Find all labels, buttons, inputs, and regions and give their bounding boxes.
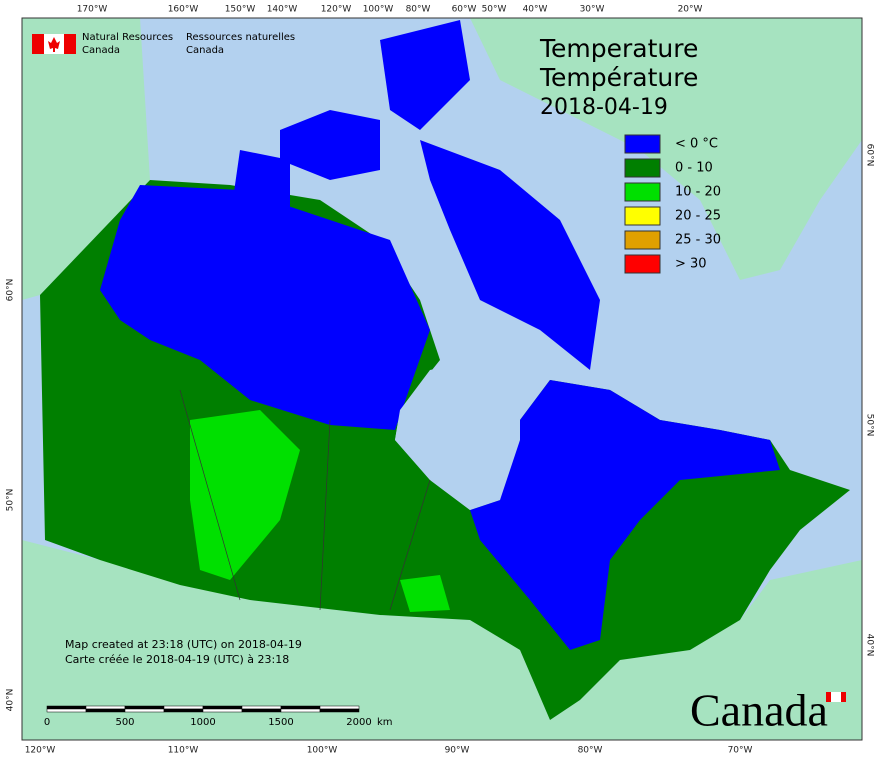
longitude-label: 40°W [523, 5, 548, 15]
scale-label: 500 [115, 717, 134, 728]
longitude-label: 170°W [77, 5, 108, 15]
logo-text: Natural Resources [82, 32, 173, 43]
credit: Carte créée le 2018-04-19 (UTC) à 23:18 [65, 653, 289, 666]
legend-label: < 0 °C [675, 137, 718, 152]
title: Température [539, 63, 698, 92]
longitude-label: 100°W [363, 5, 394, 15]
longitude-label: 100°W [307, 746, 338, 756]
longitude-label: 160°W [168, 5, 199, 15]
scale-label: 0 [44, 717, 50, 728]
legend-swatch [624, 206, 661, 226]
longitude-label: 110°W [168, 746, 199, 756]
logo-text: Canada [186, 45, 224, 56]
nrcan-logo: Natural Resources Canada Ressources natu… [32, 32, 295, 56]
longitude-label: 120°W [321, 5, 352, 15]
land-10-20 [190, 410, 300, 580]
scale-segment [241, 708, 282, 713]
logo-text: Ressources naturelles [186, 32, 295, 43]
date: 2018-04-19 [540, 95, 668, 120]
longitude-label: 150°W [225, 5, 256, 15]
longitude-label: 80°W [406, 5, 431, 15]
longitude-label: 50°W [482, 5, 507, 15]
longitude-label: 80°W [578, 746, 603, 756]
island [420, 140, 600, 370]
legend-label: 0 - 10 [675, 161, 713, 176]
scale-segment [280, 708, 321, 713]
frame [21, 17, 863, 741]
united-states [22, 540, 862, 740]
longitude-label: 70°W [728, 746, 753, 756]
flag-bar [32, 34, 44, 54]
neighbours [22, 18, 862, 740]
scale-label: 1500 [268, 717, 293, 728]
canada-wordmark: Canada [690, 685, 828, 736]
maple-leaf [48, 37, 60, 52]
alaska [22, 18, 150, 300]
legend-label: 25 - 30 [675, 233, 721, 248]
scale-segment [202, 705, 243, 710]
canada [40, 20, 850, 720]
wordmark: Canada [690, 685, 846, 736]
latitude-label: 50°N [6, 489, 16, 512]
scale-segment [85, 708, 126, 713]
scale-segment [163, 708, 204, 713]
scale-segment [85, 705, 126, 710]
title: Temperature [539, 34, 698, 63]
island [380, 20, 470, 130]
scale-segment [124, 705, 165, 710]
scale-label: 1000 [190, 717, 215, 728]
scale-segment [241, 705, 282, 710]
credit: Map created at 23:18 (UTC) on 2018-04-19 [65, 638, 302, 651]
latitude-label: 50°N [865, 414, 875, 437]
land-below-0 [100, 185, 430, 430]
legend-swatch [624, 254, 661, 274]
scale-segment [163, 705, 204, 710]
scale-unit: km [377, 717, 393, 728]
longitude-label: 120°W [25, 746, 56, 756]
scale-segment [319, 708, 360, 713]
logo-text: Canada [82, 45, 120, 56]
longitude-label: 20°W [678, 5, 703, 15]
longitude-label: 90°W [445, 746, 470, 756]
border [389, 479, 431, 611]
latitude-label: 60°N [6, 279, 16, 302]
scale-segment [319, 705, 360, 710]
island [230, 150, 290, 260]
land-10-20 [400, 575, 450, 612]
legend-swatch [624, 134, 661, 154]
legend-label: 20 - 25 [675, 209, 721, 224]
legend-swatch [624, 182, 661, 202]
wordmark-flag [831, 692, 841, 702]
scale-segment [46, 708, 87, 713]
latitude-label: 40°N [6, 689, 16, 712]
border [179, 389, 241, 601]
land-below-0 [470, 380, 780, 650]
scale-label: 2000 [346, 717, 371, 728]
legend-label: > 30 [675, 257, 707, 272]
legend-label: 10 - 20 [675, 185, 721, 200]
latitude-label: 40°N [865, 634, 875, 657]
island [280, 110, 380, 180]
scale-segment [280, 705, 321, 710]
border [319, 419, 331, 611]
flag-bar [64, 34, 76, 54]
latitude-label: 60°N [865, 144, 875, 167]
scale-segment [202, 708, 243, 713]
hudson-bay [395, 360, 520, 510]
longitude-label: 60°W [452, 5, 477, 15]
longitude-label: 140°W [267, 5, 298, 15]
greenland [470, 18, 862, 280]
legend-swatch [624, 158, 661, 178]
longitude-label: 30°W [580, 5, 605, 15]
scale-segment [46, 705, 87, 710]
scale-segment [124, 708, 165, 713]
legend-swatch [624, 230, 661, 250]
